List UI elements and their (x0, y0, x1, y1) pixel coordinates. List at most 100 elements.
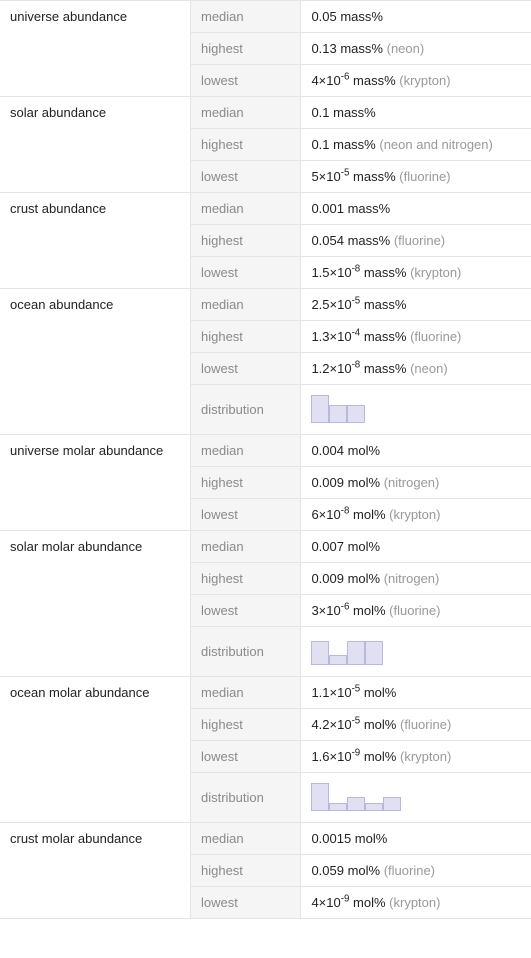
value-qual: (neon) (410, 361, 448, 376)
value-umolar-highest: 0.009 mol% (nitrogen) (301, 467, 531, 499)
distribution-chart (311, 393, 365, 423)
label-lowest: lowest (190, 887, 300, 919)
distribution-bar (347, 641, 365, 665)
label-distribution: distribution (190, 627, 300, 677)
distribution-bar (365, 803, 383, 811)
value-text: 4.2×10-5 mol% (311, 717, 396, 732)
distribution-bar (365, 641, 383, 665)
value-text: 1.5×10-8 mass% (311, 265, 406, 280)
value-qual: (neon) (387, 41, 425, 56)
label-median: median (190, 97, 300, 129)
value-text: 0.059 mol% (311, 863, 380, 878)
value-qual: (krypton) (400, 749, 451, 764)
value-text: 6×10-8 mol% (311, 507, 385, 522)
value-text: 4×10-9 mol% (311, 895, 385, 910)
group-solar-molar: solar molar abundance (0, 531, 190, 677)
value-universe-lowest: 4×10-6 mass% (krypton) (301, 65, 531, 97)
value-omolar-lowest: 1.6×10-9 mol% (krypton) (301, 741, 531, 773)
group-ocean-molar: ocean molar abundance (0, 677, 190, 823)
label-highest: highest (190, 225, 300, 257)
value-qual: (nitrogen) (384, 571, 440, 586)
value-qual: (fluorine) (384, 863, 435, 878)
value-ocean-lowest: 1.2×10-8 mass% (neon) (301, 353, 531, 385)
label-distribution: distribution (190, 385, 300, 435)
value-omolar-highest: 4.2×10-5 mol% (fluorine) (301, 709, 531, 741)
label-median: median (190, 1, 300, 33)
label-median: median (190, 823, 300, 855)
distribution-bar (329, 803, 347, 811)
distribution-bar (347, 797, 365, 811)
value-qual: (fluorine) (410, 329, 461, 344)
label-median: median (190, 435, 300, 467)
value-crust-median: 0.001 mass% (301, 193, 531, 225)
label-lowest: lowest (190, 741, 300, 773)
label-highest: highest (190, 321, 300, 353)
value-qual: (krypton) (410, 265, 461, 280)
group-solar-abundance: solar abundance (0, 97, 190, 193)
label-lowest: lowest (190, 161, 300, 193)
value-solar-highest: 0.1 mass% (neon and nitrogen) (301, 129, 531, 161)
value-qual: (neon and nitrogen) (379, 137, 492, 152)
value-cmolar-median: 0.0015 mol% (301, 823, 531, 855)
value-omolar-median: 1.1×10-5 mol% (301, 677, 531, 709)
label-highest: highest (190, 467, 300, 499)
value-text: 0.1 mass% (311, 137, 375, 152)
distribution-bar (347, 405, 365, 423)
group-universe-molar: universe molar abundance (0, 435, 190, 531)
label-median: median (190, 677, 300, 709)
distribution-chart (311, 635, 383, 665)
label-highest: highest (190, 129, 300, 161)
distribution-bar (311, 641, 329, 665)
value-cmolar-highest: 0.059 mol% (fluorine) (301, 855, 531, 887)
value-qual: (krypton) (399, 73, 450, 88)
value-text: 0.009 mol% (311, 475, 380, 490)
value-text: 4×10-6 mass% (311, 73, 395, 88)
distribution-bar (383, 797, 401, 811)
label-median: median (190, 531, 300, 563)
value-text: 0.009 mol% (311, 571, 380, 586)
value-smolar-lowest: 3×10-6 mol% (fluorine) (301, 595, 531, 627)
label-highest: highest (190, 563, 300, 595)
value-solar-median: 0.1 mass% (301, 97, 531, 129)
value-umolar-median: 0.004 mol% (301, 435, 531, 467)
distribution-bar (329, 405, 347, 423)
value-cmolar-lowest: 4×10-9 mol% (krypton) (301, 887, 531, 919)
value-text: 1.6×10-9 mol% (311, 749, 396, 764)
value-text: 2.5×10-5 mass% (311, 297, 406, 312)
group-crust-abundance: crust abundance (0, 193, 190, 289)
label-highest: highest (190, 33, 300, 65)
label-lowest: lowest (190, 257, 300, 289)
value-qual: (krypton) (389, 507, 440, 522)
value-text: 0.054 mass% (311, 233, 390, 248)
value-universe-highest: 0.13 mass% (neon) (301, 33, 531, 65)
value-qual: (nitrogen) (384, 475, 440, 490)
abundance-table: universe abundance median 0.05 mass% hig… (0, 0, 531, 919)
label-lowest: lowest (190, 353, 300, 385)
value-ocean-dist (301, 385, 531, 435)
group-ocean-abundance: ocean abundance (0, 289, 190, 435)
distribution-bar (311, 395, 329, 423)
value-smolar-median: 0.007 mol% (301, 531, 531, 563)
value-text: 1.2×10-8 mass% (311, 361, 406, 376)
label-highest: highest (190, 709, 300, 741)
label-distribution: distribution (190, 773, 300, 823)
value-qual: (fluorine) (399, 169, 450, 184)
group-universe-abundance: universe abundance (0, 1, 190, 97)
distribution-bar (311, 783, 329, 811)
label-median: median (190, 193, 300, 225)
value-umolar-lowest: 6×10-8 mol% (krypton) (301, 499, 531, 531)
value-text: 3×10-6 mol% (311, 603, 385, 618)
value-solar-lowest: 5×10-5 mass% (fluorine) (301, 161, 531, 193)
value-crust-lowest: 1.5×10-8 mass% (krypton) (301, 257, 531, 289)
distribution-chart (311, 781, 401, 811)
group-crust-molar: crust molar abundance (0, 823, 190, 919)
value-text: 1.1×10-5 mol% (311, 685, 396, 700)
distribution-bar (329, 655, 347, 665)
value-qual: (fluorine) (389, 603, 440, 618)
value-omolar-dist (301, 773, 531, 823)
value-qual: (fluorine) (400, 717, 451, 732)
label-lowest: lowest (190, 65, 300, 97)
value-smolar-dist (301, 627, 531, 677)
value-qual: (krypton) (389, 895, 440, 910)
value-universe-median: 0.05 mass% (301, 1, 531, 33)
